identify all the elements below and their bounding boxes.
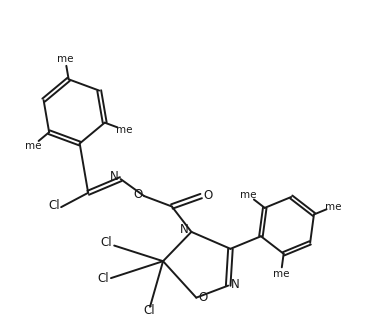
Text: me: me: [325, 201, 341, 212]
Text: me: me: [273, 269, 289, 279]
Text: me: me: [25, 141, 41, 150]
Text: N: N: [110, 170, 119, 183]
Text: me: me: [116, 125, 132, 135]
Text: me: me: [57, 54, 73, 64]
Text: Cl: Cl: [100, 236, 112, 250]
Text: Cl: Cl: [144, 303, 155, 317]
Text: me: me: [240, 190, 257, 200]
Text: O: O: [203, 189, 212, 202]
Text: O: O: [199, 290, 208, 303]
Text: O: O: [133, 188, 142, 201]
Text: Cl: Cl: [48, 199, 60, 212]
Text: N: N: [180, 223, 189, 236]
Text: Cl: Cl: [97, 272, 109, 285]
Text: N: N: [231, 279, 240, 291]
